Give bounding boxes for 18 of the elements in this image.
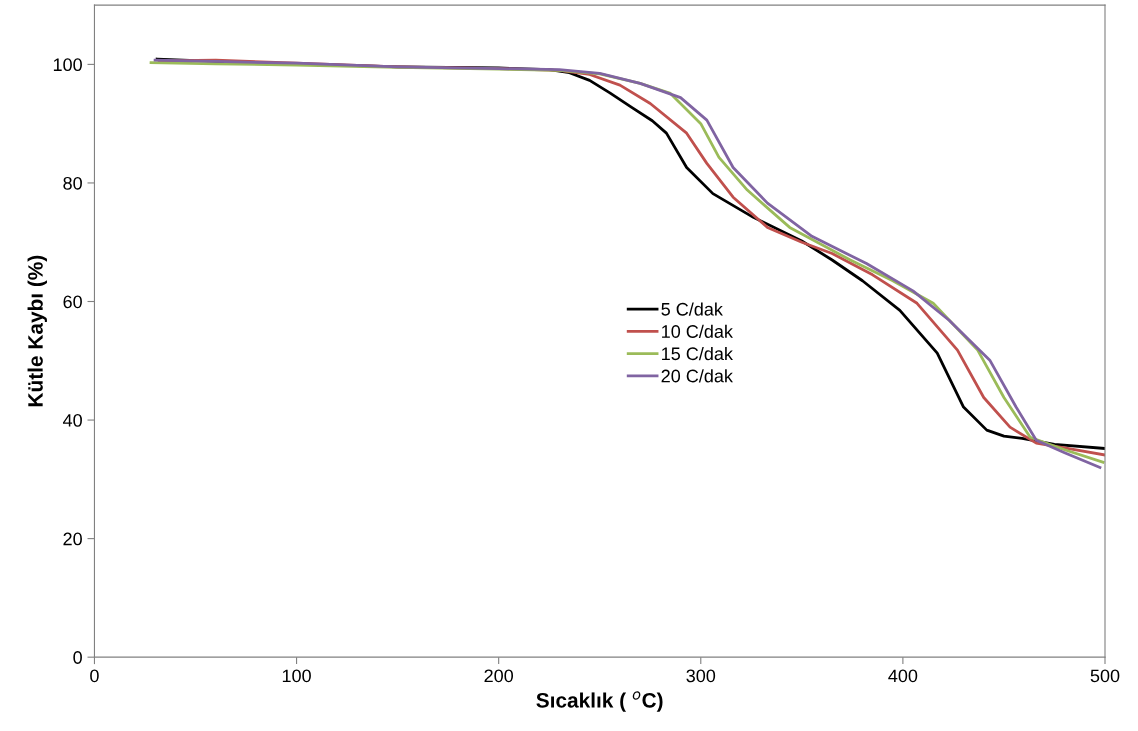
x-tick-label: 300	[686, 669, 716, 683]
y-tick-label: 100	[53, 58, 82, 72]
legend-label: 10 C/dak	[662, 324, 733, 338]
y-tick-label: 40	[62, 413, 82, 427]
y-axis-title: Kütle Kaybı (%)	[27, 255, 47, 407]
y-tick-label: 60	[63, 295, 82, 309]
legend-label: 20 C/dak	[661, 369, 733, 383]
y-tick-label: 20	[63, 532, 82, 546]
x-axis-title: Sıcaklık ( $^{o}$C)	[536, 691, 663, 712]
x-tick-label: 400	[888, 669, 918, 683]
y-tick-label: 0	[73, 651, 82, 664]
x-tick-label: 100	[282, 669, 311, 683]
legend-label: 15 C/dak	[662, 346, 733, 361]
y-tick-label: 80	[63, 176, 82, 190]
x-tick-label: 0	[90, 669, 99, 683]
x-tick-label: 500	[1090, 669, 1120, 683]
x-tick-label: 200	[484, 669, 514, 683]
legend-label: 5 C/dak	[661, 302, 723, 316]
